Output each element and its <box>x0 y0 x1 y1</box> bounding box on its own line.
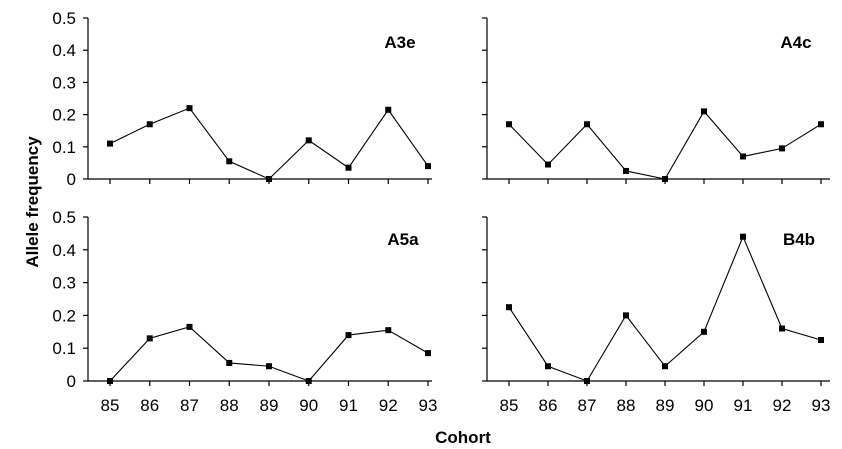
x-tick-label: 87 <box>180 396 199 415</box>
data-point <box>425 163 431 170</box>
data-point <box>623 167 629 174</box>
data-point <box>305 137 312 144</box>
data-point <box>186 323 193 330</box>
data-point <box>107 378 113 384</box>
panel-label: B4b <box>783 230 815 249</box>
panel-1: A4c <box>482 17 830 184</box>
x-tick-label: 88 <box>617 396 636 415</box>
data-point <box>779 145 785 152</box>
panel-0: 0 0.1 0.2 0.3 0.4 0.5 A3e <box>52 9 432 189</box>
panels-group: 0 0.1 0.2 0.3 0.4 0.5 A3e A4c 0 0.1 0.2 0.3 0.4 0.5 85… <box>52 9 830 415</box>
x-axis-title: Cohort <box>435 428 491 447</box>
x-tick-label: 93 <box>419 396 438 415</box>
y-axis-title: Allele frequency <box>23 136 42 268</box>
y-tick-label: 0.1 <box>52 339 76 358</box>
y-tick-label: 0.3 <box>52 73 76 92</box>
data-point <box>545 161 551 168</box>
data-point <box>584 378 590 384</box>
x-tick-label: 85 <box>101 396 120 415</box>
x-tick-label: 86 <box>140 396 159 415</box>
panel-2: 0 0.1 0.2 0.3 0.4 0.5 85 86 87 88 89 90 91 92 93 A5a <box>52 208 437 415</box>
series-line <box>508 235 822 382</box>
data-point <box>506 121 512 128</box>
data-point <box>385 106 392 113</box>
series-line <box>508 110 822 180</box>
data-point <box>506 304 512 311</box>
y-tick-label: 0 <box>67 170 76 189</box>
data-point <box>305 378 312 384</box>
data-point <box>701 108 707 115</box>
data-point <box>779 325 785 332</box>
data-point <box>345 332 352 339</box>
data-point <box>226 158 233 165</box>
panel-label: A3e <box>384 33 415 52</box>
data-point <box>740 233 746 240</box>
data-point <box>266 176 272 182</box>
y-tick-label: 0.2 <box>52 106 76 125</box>
y-tick-label: 0.5 <box>52 9 76 28</box>
data-point <box>107 140 113 147</box>
data-point <box>266 363 272 370</box>
x-tick-label: 89 <box>260 396 279 415</box>
x-tick-label: 86 <box>539 396 558 415</box>
data-point <box>701 328 707 335</box>
data-point <box>818 337 824 343</box>
data-point <box>146 335 153 342</box>
data-point <box>623 312 629 319</box>
data-point <box>662 363 668 370</box>
y-tick-label: 0 <box>67 372 76 391</box>
x-tick-label: 85 <box>500 396 519 415</box>
data-point <box>385 327 392 334</box>
data-point <box>740 153 746 160</box>
x-tick-label: 89 <box>656 396 675 415</box>
panel-label: A5a <box>387 230 419 249</box>
x-tick-label: 90 <box>299 396 318 415</box>
panel-label: A4c <box>780 33 811 52</box>
panel-3: 85 86 87 88 89 90 91 92 93 B4b <box>482 216 831 415</box>
data-point <box>545 363 551 370</box>
data-point <box>818 121 824 128</box>
data-point <box>226 359 233 366</box>
x-tick-label: 92 <box>773 396 792 415</box>
data-point <box>345 164 352 171</box>
x-tick-label: 92 <box>379 396 398 415</box>
data-point <box>584 121 590 128</box>
data-point <box>662 176 668 182</box>
y-tick-label: 0.4 <box>52 241 76 260</box>
x-tick-label: 91 <box>339 396 358 415</box>
data-point <box>146 121 153 128</box>
x-tick-label: 87 <box>578 396 597 415</box>
y-tick-label: 0.1 <box>52 138 76 157</box>
series-line <box>109 107 429 180</box>
y-tick-label: 0.2 <box>52 306 76 325</box>
x-tick-label: 93 <box>812 396 831 415</box>
data-point <box>186 105 193 112</box>
y-tick-label: 0.3 <box>52 274 76 293</box>
series-line <box>109 326 429 382</box>
x-tick-label: 90 <box>695 396 714 415</box>
x-tick-label: 88 <box>220 396 239 415</box>
y-tick-label: 0.5 <box>52 208 76 227</box>
y-tick-label: 0.4 <box>52 41 76 60</box>
data-point <box>425 350 431 357</box>
x-tick-label: 91 <box>734 396 753 415</box>
